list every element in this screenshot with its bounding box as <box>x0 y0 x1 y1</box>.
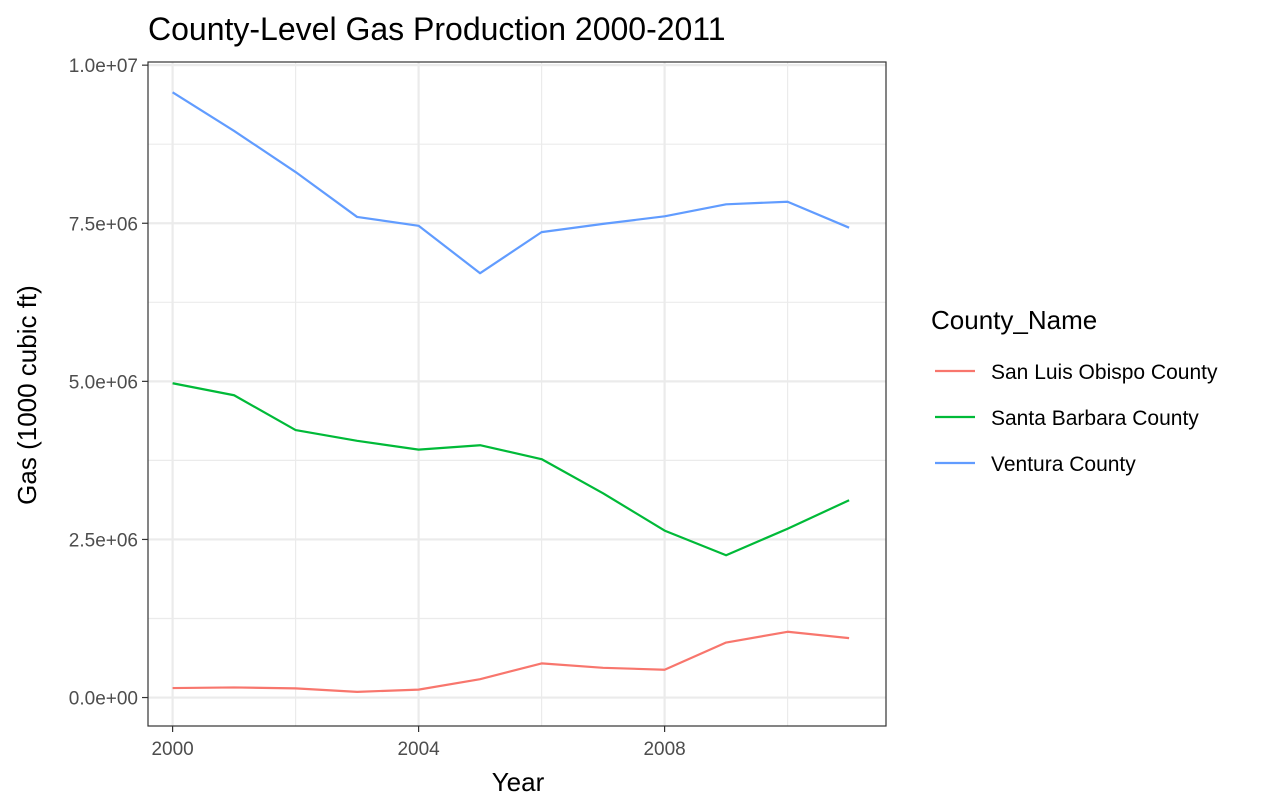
series-lines <box>172 91 850 693</box>
plot-background <box>148 62 886 726</box>
x-tick-label: 2004 <box>397 739 440 760</box>
x-tick-label: 2000 <box>151 739 193 760</box>
legend-label: San Luis Obispo County <box>991 361 1218 384</box>
plot-frame <box>147 61 887 727</box>
x-axis-title: Year <box>492 767 545 797</box>
legend-label: Santa Barbara County <box>991 407 1199 430</box>
chart-title: County-Level Gas Production 2000-2011 <box>148 11 726 47</box>
minor-gridlines <box>148 62 886 726</box>
y-tick-label: 5.0e+06 <box>69 372 138 393</box>
y-axis-title: Gas (1000 cubic ft) <box>12 285 42 505</box>
y-tick-label: 0.0e+00 <box>69 689 138 710</box>
series-line <box>172 382 850 557</box>
y-tick-label: 7.5e+06 <box>69 214 138 235</box>
y-tick-label: 1.0e+07 <box>69 56 138 77</box>
x-tick-label: 2008 <box>643 739 685 760</box>
x-axis: 2000 2004 2008 <box>151 726 686 760</box>
y-axis: 0.0e+00 2.5e+06 5.0e+06 7.5e+06 1.0e+07 <box>69 56 148 710</box>
legend-items: San Luis Obispo County Santa Barbara Coun… <box>935 361 1218 476</box>
legend-title: County_Name <box>931 305 1097 335</box>
series-line <box>172 91 850 275</box>
plot-area <box>148 62 886 726</box>
legend: County_Name San Luis Obispo County Santa … <box>931 305 1218 476</box>
major-gridlines <box>148 62 886 726</box>
legend-label: Ventura County <box>991 453 1136 476</box>
plot-border <box>147 61 887 727</box>
series-line <box>172 630 850 693</box>
y-tick-label: 2.5e+06 <box>69 530 138 551</box>
